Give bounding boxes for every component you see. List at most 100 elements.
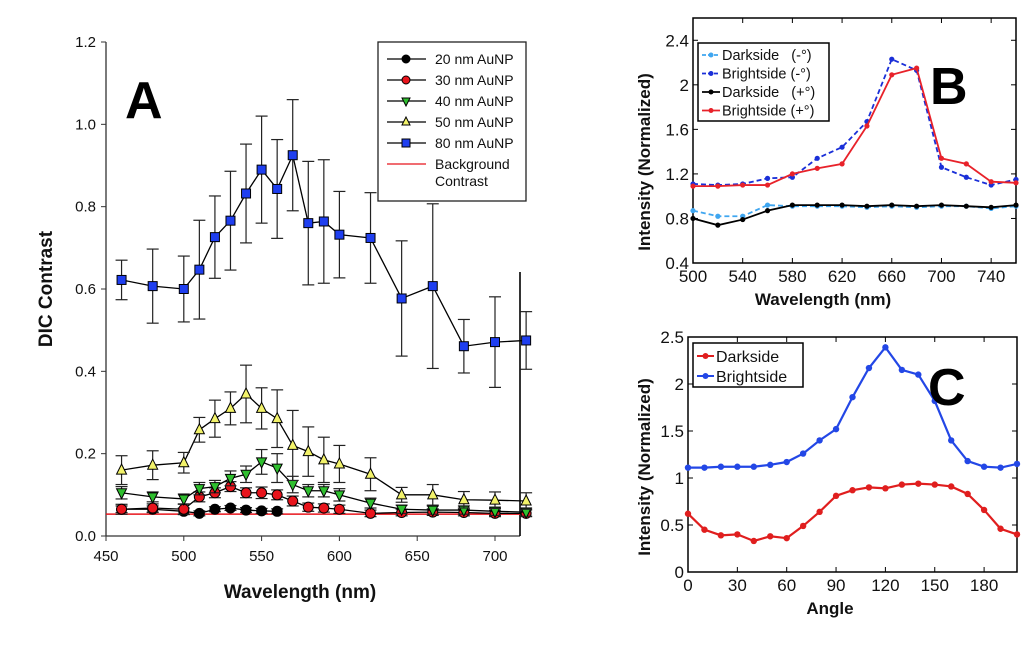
data-point: [1013, 460, 1021, 468]
data-point: [209, 232, 220, 243]
data-point: [193, 422, 206, 435]
data-point: [839, 202, 845, 208]
data-point: [318, 502, 330, 514]
data-point: [333, 456, 346, 469]
data-point: [272, 183, 283, 194]
data-point: [832, 492, 840, 500]
series-brightside: [690, 65, 1019, 189]
legend-box: [692, 342, 804, 388]
legend-label: Background: [435, 156, 510, 172]
x-tick-label: 500: [679, 267, 707, 286]
series-line: [693, 67, 1017, 188]
data-point: [303, 218, 314, 229]
y-tick-label: 2.4: [665, 31, 689, 50]
y-tick-label: 2.5: [660, 328, 684, 347]
legend-label: Contrast: [435, 173, 488, 189]
data-point: [764, 208, 771, 214]
x-tick-label: 700: [927, 267, 955, 286]
data-point: [938, 155, 945, 161]
data-point: [240, 504, 252, 516]
data-point: [938, 164, 945, 170]
data-point: [116, 503, 128, 515]
legend-marker: [401, 115, 411, 126]
legend-box: [697, 42, 830, 122]
data-point: [849, 487, 856, 494]
legend-label: Darkside (+°): [722, 85, 815, 101]
data-point: [701, 526, 708, 533]
x-tick-label: 580: [778, 267, 806, 286]
data-point: [914, 65, 920, 71]
data-point: [240, 487, 252, 499]
panel-c-series: [684, 344, 1021, 545]
data-point: [224, 473, 237, 486]
legend-label: 30 nm AuNP: [435, 72, 514, 88]
data-point: [799, 450, 807, 457]
data-point: [964, 490, 971, 498]
data-point: [764, 202, 771, 208]
legend-label: Brightside (-°): [722, 67, 811, 83]
x-tick-label: 600: [327, 548, 352, 565]
data-point: [271, 411, 283, 424]
data-point: [224, 401, 237, 413]
data-point: [224, 502, 236, 514]
data-point: [750, 537, 757, 545]
data-point: [256, 487, 268, 499]
data-point: [241, 188, 252, 199]
data-point: [814, 155, 820, 161]
data-point: [302, 444, 315, 457]
panel-a-label: A: [125, 72, 163, 130]
data-point: [271, 505, 283, 517]
data-point: [146, 492, 159, 505]
data-point: [717, 532, 725, 539]
panel-b-series: [690, 56, 1019, 228]
series-darkside: [684, 480, 1021, 545]
panel-a-axes: 0.0 0.2 0.4 0.6 0.8 1.0 1.2 450 500 550 600 650 700: [75, 34, 521, 565]
y-tick-label: 0.2: [75, 446, 96, 463]
data-point: [1013, 180, 1019, 186]
data-point: [115, 463, 128, 475]
panel-c-legend: Darkside Brightside: [692, 342, 804, 388]
x-tick-label: 500: [171, 548, 196, 565]
data-point: [318, 216, 329, 227]
data-point: [333, 503, 345, 515]
data-point: [458, 492, 470, 505]
data-point: [302, 501, 314, 513]
data-point: [931, 481, 938, 488]
data-point: [426, 487, 439, 500]
x-tick-label: 660: [878, 267, 906, 286]
data-point: [194, 264, 205, 275]
data-point: [365, 232, 376, 243]
data-point: [177, 455, 190, 468]
data-point: [489, 493, 501, 505]
data-point: [750, 463, 757, 470]
data-point: [1013, 531, 1021, 538]
y-tick-label: 0.0: [75, 528, 96, 545]
data-point: [396, 293, 407, 304]
data-point: [734, 463, 741, 470]
data-point: [225, 215, 236, 226]
x-tick-label: 90: [827, 576, 846, 595]
data-point: [255, 401, 268, 413]
data-point: [193, 507, 205, 519]
panel-a-legend: 20 nm AuNP 30 nm AuNP 40 nm AuNP 50 nm AuNP…: [377, 41, 527, 202]
y-tick-label: 2: [680, 76, 689, 95]
data-point: [334, 229, 345, 240]
data-point: [458, 341, 469, 352]
y-tick-label: 1.6: [665, 120, 689, 139]
data-point: [832, 425, 840, 433]
data-point: [701, 464, 708, 471]
legend-label: 40 nm AuNP: [435, 93, 514, 109]
legend-marker: [708, 71, 714, 76]
data-point: [864, 123, 870, 129]
data-point: [740, 182, 746, 188]
series-80-nm-aunp: [115, 99, 533, 388]
y-tick-label: 1.0: [75, 116, 96, 133]
x-tick-label: 450: [93, 548, 118, 565]
legend-marker: [702, 353, 709, 359]
panel-b-legend: Darkside (-°) Brightside (-°) Darkside (+°…: [697, 42, 830, 122]
data-point: [882, 344, 889, 351]
data-point: [816, 508, 823, 516]
data-point: [287, 495, 299, 507]
legend-label: Darkside (-°): [722, 48, 812, 64]
